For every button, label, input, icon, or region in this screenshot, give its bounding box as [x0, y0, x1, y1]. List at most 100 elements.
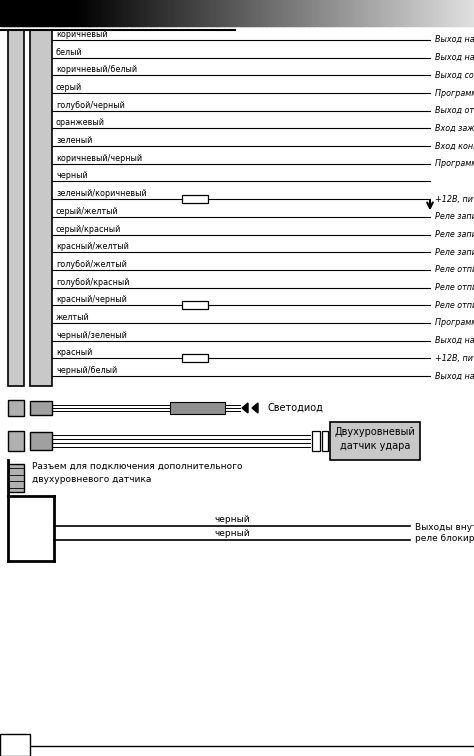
- Text: оранжевый: оранжевый: [56, 119, 105, 128]
- Bar: [379, 0, 381, 26]
- Bar: [389, 0, 391, 26]
- Bar: [324, 0, 326, 26]
- Bar: [238, 0, 241, 26]
- Bar: [425, 0, 427, 26]
- Bar: [182, 301, 208, 309]
- Bar: [8, 30, 24, 386]
- Bar: [311, 0, 313, 26]
- Bar: [144, 0, 146, 26]
- Bar: [302, 0, 304, 26]
- Bar: [264, 0, 266, 26]
- Bar: [419, 0, 421, 26]
- Bar: [370, 0, 372, 26]
- Bar: [66, 0, 68, 26]
- Bar: [198, 0, 200, 26]
- Text: черный/белый: черный/белый: [56, 366, 117, 375]
- Bar: [420, 0, 422, 26]
- Bar: [62, 0, 64, 26]
- Text: серый/красный: серый/красный: [56, 225, 121, 234]
- Bar: [357, 0, 359, 26]
- Bar: [327, 0, 329, 26]
- Bar: [471, 0, 473, 26]
- Text: зеленый/коричневый: зеленый/коричневый: [56, 189, 147, 198]
- Bar: [349, 0, 351, 26]
- Bar: [352, 0, 355, 26]
- Bar: [240, 0, 242, 26]
- Bar: [423, 0, 426, 26]
- Bar: [106, 0, 108, 26]
- Bar: [43, 0, 45, 26]
- Bar: [199, 0, 201, 26]
- Bar: [0, 734, 30, 756]
- Bar: [196, 0, 198, 26]
- Bar: [96, 0, 99, 26]
- Bar: [182, 0, 184, 26]
- Bar: [347, 0, 350, 26]
- Bar: [24, 0, 26, 26]
- Bar: [283, 0, 285, 26]
- Bar: [109, 0, 111, 26]
- Bar: [205, 0, 208, 26]
- Bar: [308, 0, 310, 26]
- Text: голубой/красный: голубой/красный: [56, 277, 129, 287]
- Bar: [314, 0, 317, 26]
- Bar: [201, 0, 203, 26]
- Bar: [242, 0, 244, 26]
- Bar: [25, 0, 27, 26]
- Text: серый: серый: [56, 83, 82, 92]
- Bar: [95, 0, 97, 26]
- Bar: [381, 0, 383, 26]
- Bar: [169, 0, 171, 26]
- Bar: [328, 0, 331, 26]
- Text: Программируемый вход 1 (-): Программируемый вход 1 (-): [435, 88, 474, 98]
- Polygon shape: [242, 403, 248, 413]
- Bar: [259, 0, 261, 26]
- Bar: [435, 0, 437, 26]
- Bar: [300, 0, 302, 26]
- Bar: [68, 0, 70, 26]
- Bar: [422, 0, 424, 26]
- Bar: [179, 0, 181, 26]
- Text: голубой/желтый: голубой/желтый: [56, 260, 127, 269]
- Bar: [393, 0, 395, 26]
- Bar: [70, 0, 72, 26]
- Bar: [246, 0, 248, 26]
- Bar: [51, 0, 53, 26]
- Bar: [340, 0, 342, 26]
- Bar: [351, 0, 353, 26]
- Bar: [74, 0, 76, 26]
- Text: Реле запирания Общий контакт: Реле запирания Общий контакт: [435, 230, 474, 239]
- Bar: [335, 0, 337, 26]
- Bar: [359, 0, 361, 26]
- Bar: [237, 0, 239, 26]
- Bar: [295, 0, 298, 26]
- Bar: [52, 0, 54, 26]
- Text: зеленый: зеленый: [56, 136, 92, 145]
- Text: черный: черный: [214, 529, 250, 538]
- Bar: [128, 0, 130, 26]
- Bar: [330, 422, 420, 460]
- Bar: [427, 0, 428, 26]
- Bar: [110, 0, 113, 26]
- Bar: [215, 0, 217, 26]
- Text: голубой/черный: голубой/черный: [56, 101, 125, 110]
- Bar: [346, 0, 348, 26]
- Bar: [65, 0, 67, 26]
- Bar: [101, 0, 103, 26]
- Bar: [161, 0, 163, 26]
- Bar: [150, 0, 152, 26]
- Bar: [245, 0, 247, 26]
- Text: серый/желтый: серый/желтый: [56, 207, 119, 216]
- Bar: [133, 0, 135, 26]
- Bar: [141, 0, 143, 26]
- Bar: [395, 0, 397, 26]
- Bar: [272, 0, 274, 26]
- Bar: [229, 0, 231, 26]
- Bar: [450, 0, 452, 26]
- Bar: [463, 0, 465, 26]
- Bar: [170, 402, 225, 414]
- Bar: [428, 0, 430, 26]
- Polygon shape: [252, 403, 258, 413]
- Bar: [456, 0, 459, 26]
- Bar: [257, 0, 260, 26]
